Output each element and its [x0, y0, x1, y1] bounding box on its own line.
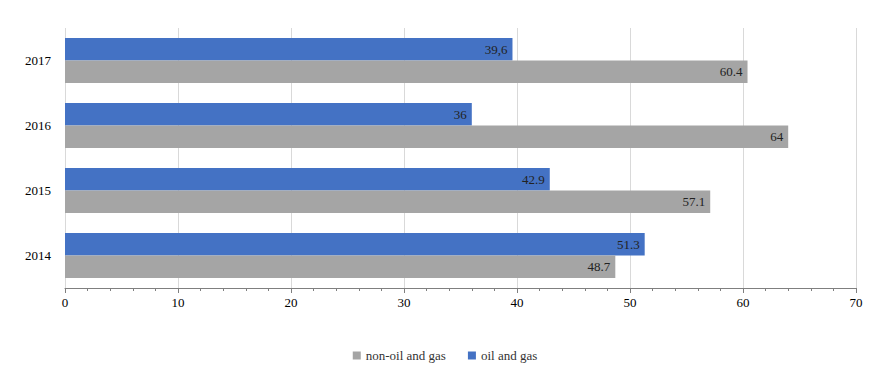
svg-text:2014: 2014: [25, 248, 52, 263]
svg-text:70: 70: [850, 295, 863, 310]
svg-text:64: 64: [770, 129, 784, 144]
svg-text:60.4: 60.4: [720, 64, 743, 79]
svg-text:48.7: 48.7: [588, 259, 611, 274]
svg-text:2016: 2016: [25, 118, 52, 133]
svg-text:oil and gas: oil and gas: [481, 348, 537, 363]
svg-text:0: 0: [62, 295, 69, 310]
svg-text:57.1: 57.1: [682, 194, 705, 209]
svg-text:39,6: 39,6: [485, 42, 508, 57]
svg-text:36: 36: [454, 107, 468, 122]
svg-text:60: 60: [737, 295, 750, 310]
svg-text:42.9: 42.9: [522, 172, 545, 187]
svg-text:2015: 2015: [25, 183, 51, 198]
svg-text:51.3: 51.3: [617, 237, 640, 252]
svg-text:2017: 2017: [25, 53, 52, 68]
svg-text:30: 30: [398, 295, 411, 310]
svg-text:10: 10: [172, 295, 185, 310]
svg-text:20: 20: [285, 295, 298, 310]
svg-text:non-oil and gas: non-oil and gas: [366, 348, 446, 363]
svg-text:50: 50: [624, 295, 637, 310]
svg-text:40: 40: [511, 295, 524, 310]
